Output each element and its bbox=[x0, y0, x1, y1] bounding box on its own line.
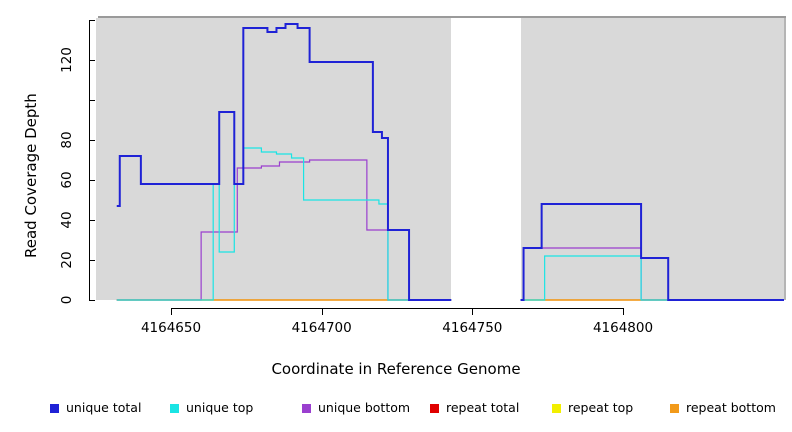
y-tick bbox=[89, 60, 95, 61]
y-tick-label: 120 bbox=[59, 47, 75, 73]
legend-swatch-icon bbox=[430, 403, 439, 413]
y-tick bbox=[89, 100, 95, 101]
legend-label: unique total bbox=[66, 399, 142, 415]
legend-item-repeat-total[interactable]: repeat total bbox=[430, 398, 519, 418]
x-tick-label: 4164700 bbox=[291, 320, 352, 336]
x-tick bbox=[472, 308, 474, 315]
legend-swatch-icon bbox=[170, 403, 179, 413]
legend-item-unique-top[interactable]: unique top bbox=[170, 398, 253, 418]
y-tick bbox=[89, 180, 95, 181]
x-tick bbox=[623, 308, 624, 315]
coverage-gap-region bbox=[451, 18, 521, 300]
legend-label: repeat top bbox=[568, 399, 634, 415]
legend-label: unique bottom bbox=[318, 399, 411, 415]
x-axis-title: Coordinate in Reference Genome bbox=[271, 360, 521, 378]
x-tick-label: 4164800 bbox=[592, 320, 654, 336]
legend-swatch-icon bbox=[302, 403, 311, 413]
legend-label: repeat bottom bbox=[686, 399, 776, 415]
legend-swatch-icon bbox=[552, 403, 561, 413]
legend-item-unique-bottom[interactable]: unique bottom bbox=[302, 398, 410, 418]
y-tick bbox=[89, 260, 95, 261]
legend-label: unique top bbox=[186, 399, 254, 415]
y-tick bbox=[89, 140, 95, 141]
legend-label: repeat total bbox=[446, 399, 520, 415]
x-tick-label: 4164750 bbox=[442, 320, 503, 336]
legend-item-unique-total[interactable]: unique total bbox=[50, 398, 141, 418]
y-tick-label: 80 bbox=[59, 131, 75, 149]
chart-legend: unique total unique top unique bottom repea… bbox=[0, 398, 792, 420]
legend-swatch-icon bbox=[50, 403, 59, 413]
legend-item-repeat-bottom[interactable]: repeat bottom bbox=[670, 398, 776, 418]
panel-top-shadow bbox=[98, 16, 786, 18]
plot-panel bbox=[96, 18, 784, 300]
y-axis-line bbox=[89, 20, 90, 300]
x-axis-line bbox=[171, 308, 623, 309]
legend-item-repeat-top[interactable]: repeat top bbox=[552, 398, 633, 418]
x-tick-label: 4164650 bbox=[140, 320, 202, 336]
y-axis-title: Read Coverage Depth bbox=[22, 93, 40, 258]
y-tick bbox=[89, 300, 95, 301]
legend-swatch-icon bbox=[670, 403, 679, 413]
x-tick bbox=[171, 308, 172, 315]
y-tick bbox=[89, 220, 95, 221]
y-tick bbox=[89, 20, 95, 21]
panel-right-shadow bbox=[784, 18, 786, 300]
x-tick bbox=[321, 308, 323, 315]
